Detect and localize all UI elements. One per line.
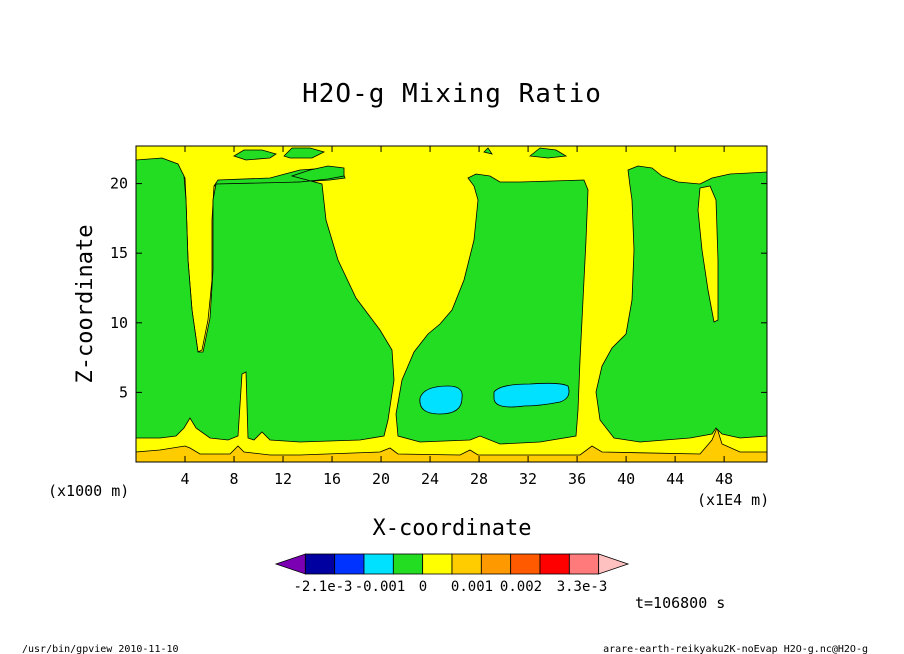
contour-cyan-1 bbox=[419, 385, 463, 415]
y-tick-label: 15 bbox=[110, 244, 128, 262]
colorbar-cell bbox=[274, 553, 306, 575]
x-tick-label: 16 bbox=[323, 470, 341, 488]
contour-green-top-1 bbox=[233, 149, 277, 161]
y-axis-label: Z-coordinate bbox=[73, 225, 98, 384]
contour-yellow-notch-right bbox=[697, 185, 719, 323]
colorbar-tick-label: 0.002 bbox=[500, 579, 542, 595]
x-tick-label: 40 bbox=[617, 470, 635, 488]
contour-green-middle bbox=[395, 173, 589, 445]
x-tick-label: 24 bbox=[421, 470, 439, 488]
x-tick-label: 48 bbox=[715, 470, 733, 488]
x-tick-label: 12 bbox=[274, 470, 292, 488]
colorbar-tick-label: -0.001 bbox=[355, 579, 406, 595]
x-tick-label: 32 bbox=[519, 470, 537, 488]
contour-green-main-left bbox=[135, 157, 395, 443]
y-tick-label: 10 bbox=[110, 314, 128, 332]
colorbar bbox=[274, 553, 630, 575]
contour-green-top-2 bbox=[283, 147, 326, 159]
footer-left: /usr/bin/gpview 2010-11-10 bbox=[22, 644, 179, 654]
x-tick-label: 36 bbox=[568, 470, 586, 488]
plot-area bbox=[135, 145, 768, 463]
colorbar-cell bbox=[422, 553, 453, 575]
colorbar-cell bbox=[598, 553, 630, 575]
y-tick-label: 20 bbox=[110, 175, 128, 193]
colorbar-cell bbox=[363, 553, 394, 575]
colorbar-tick-label: 0.001 bbox=[451, 579, 493, 595]
colorbar-cell bbox=[334, 553, 365, 575]
time-label: t=106800 s bbox=[635, 594, 725, 612]
footer-right: arare-earth-reikyaku2K-noEvap_H2O-g.nc@H… bbox=[603, 644, 868, 654]
colorbar-cell bbox=[510, 553, 541, 575]
chart-title: H2O-g Mixing Ratio bbox=[302, 79, 602, 109]
plot-frame bbox=[135, 145, 768, 463]
contour-green-right bbox=[595, 165, 768, 443]
x-tick-label: 8 bbox=[230, 470, 239, 488]
x-tick-label: 44 bbox=[666, 470, 684, 488]
colorbar-cell bbox=[304, 553, 336, 575]
contour-orange-bottom bbox=[135, 426, 768, 463]
x-axis-label: X-coordinate bbox=[373, 516, 532, 541]
colorbar-tick-label: 3.3e-3 bbox=[557, 579, 608, 595]
x-axis: 4 8 12 16 20 24 28 32 36 40 44 48 bbox=[180, 146, 733, 488]
colorbar-cell bbox=[392, 553, 424, 575]
contour-green-top-3 bbox=[483, 147, 493, 155]
y-tick-label: 5 bbox=[119, 383, 128, 401]
colorbar-cell bbox=[568, 553, 600, 575]
contour-green-top-4 bbox=[528, 147, 568, 159]
colorbar-cell bbox=[480, 553, 512, 575]
y-axis: 5 10 15 20 bbox=[110, 175, 767, 401]
contour-cyan-2 bbox=[493, 382, 570, 408]
colorbar-cell bbox=[539, 553, 570, 575]
colorbar-cell bbox=[451, 553, 482, 575]
x-tick-label: 20 bbox=[372, 470, 390, 488]
colorbar-labels: -2.1e-3 -0.001 0 0.001 0.002 3.3e-3 bbox=[293, 579, 607, 595]
x-unit-note: (x1E4 m) bbox=[697, 491, 769, 509]
x-tick-label: 28 bbox=[470, 470, 488, 488]
colorbar-tick-label: 0 bbox=[419, 579, 427, 595]
y-unit-note: (x1000 m) bbox=[48, 482, 129, 500]
colorbar-tick-label: -2.1e-3 bbox=[293, 579, 352, 595]
x-tick-label: 4 bbox=[180, 470, 189, 488]
